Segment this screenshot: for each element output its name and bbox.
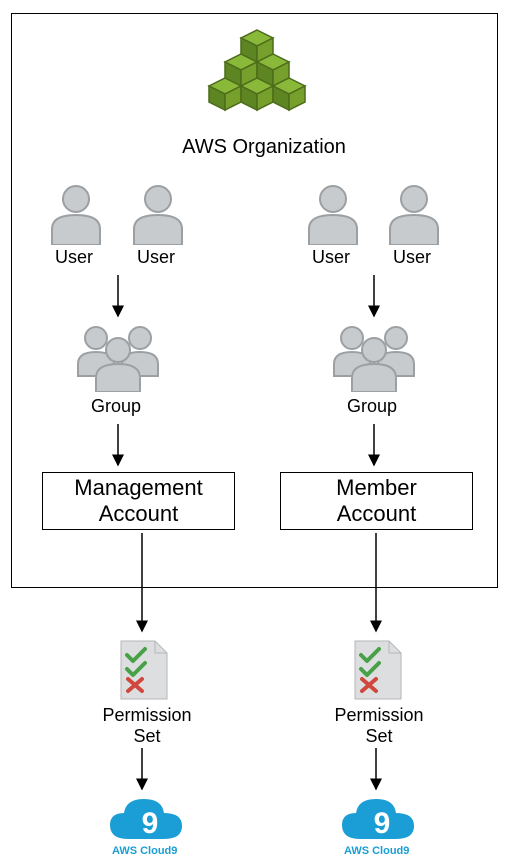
- cloud9-icon: 9: [108, 795, 184, 843]
- group-label: Group: [347, 396, 397, 417]
- user-label: User: [55, 247, 93, 268]
- cloud9-label: AWS Cloud9: [344, 845, 409, 857]
- user-icon: [384, 183, 444, 245]
- cloud9-icon: 9: [340, 795, 416, 843]
- permission-set-label: Permission Set: [329, 705, 429, 746]
- group-label: Group: [91, 396, 141, 417]
- permission-set-label: Permission Set: [97, 705, 197, 746]
- cloud9-label: AWS Cloud9: [112, 845, 177, 857]
- user-icon: [128, 183, 188, 245]
- permission-set-icon: [117, 639, 169, 701]
- management-account-box: Management Account: [42, 472, 235, 530]
- svg-text:9: 9: [374, 807, 391, 840]
- user-icon: [303, 183, 363, 245]
- user-icon: [46, 183, 106, 245]
- permission-set-icon: [351, 639, 403, 701]
- member-label: Member Account: [336, 475, 417, 528]
- group-icon: [330, 324, 418, 392]
- group-icon: [74, 324, 162, 392]
- aws-organization-icon: [207, 28, 307, 128]
- user-label: User: [137, 247, 175, 268]
- org-label: AWS Organization: [174, 136, 354, 159]
- mgmt-label: Management Account: [74, 475, 202, 528]
- user-label: User: [312, 247, 350, 268]
- svg-text:9: 9: [142, 807, 159, 840]
- member-account-box: Member Account: [280, 472, 473, 530]
- user-label: User: [393, 247, 431, 268]
